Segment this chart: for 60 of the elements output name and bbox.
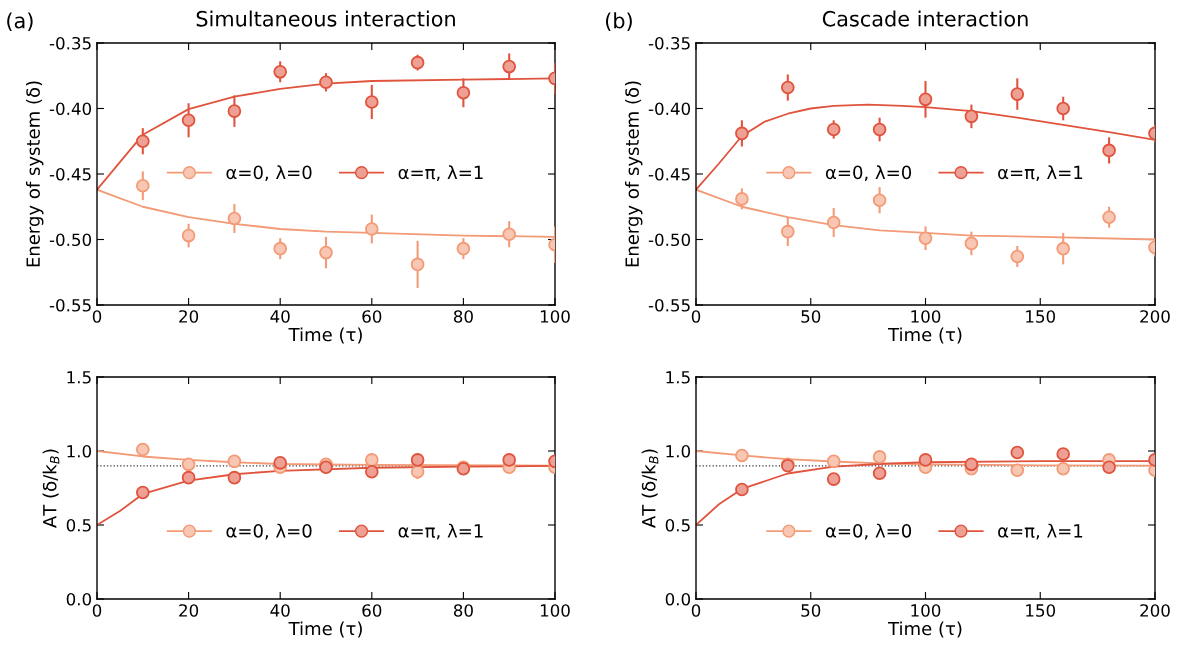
x-axis-title: Time (τ) bbox=[888, 327, 962, 344]
text: (b) bbox=[605, 12, 632, 31]
legend-label: α=0, λ=0 bbox=[825, 523, 912, 540]
y-tick-label: 1.0 bbox=[67, 444, 92, 458]
x-tick-label: 50 bbox=[801, 604, 821, 617]
legend-label: α=π, λ=1 bbox=[398, 165, 483, 182]
y-axis-title: AT (δ/k$_{B}$) bbox=[42, 449, 60, 528]
legend-label: α=π, λ=1 bbox=[998, 523, 1083, 540]
y-tick-label: -0.35 bbox=[648, 36, 690, 50]
y-tick-label: -0.55 bbox=[49, 298, 91, 312]
y-tick-label: -0.40 bbox=[648, 102, 691, 116]
x-tick-label: 0 bbox=[691, 310, 701, 323]
chart-title: Simultaneous interaction bbox=[196, 10, 455, 27]
x-axis-title: Time (τ) bbox=[288, 327, 362, 344]
y-tick-label: -0.40 bbox=[49, 102, 92, 116]
x-tick-label: 80 bbox=[453, 604, 473, 617]
legend-label: α=0, λ=0 bbox=[226, 165, 312, 182]
x-tick-label: 50 bbox=[801, 310, 821, 323]
x-tick-label: 100 bbox=[911, 604, 941, 617]
y-axis-title: Energy of system (δ) bbox=[624, 81, 643, 267]
x-tick-label: 60 bbox=[362, 604, 382, 617]
x-tick-label: 0 bbox=[92, 310, 102, 323]
x-tick-label: 60 bbox=[362, 310, 382, 323]
x-tick-label: 40 bbox=[270, 604, 290, 617]
legend-label: α=0, λ=0 bbox=[226, 523, 312, 540]
y-tick-label: -0.35 bbox=[49, 36, 91, 50]
x-tick-label: 150 bbox=[1026, 310, 1056, 323]
x-tick-label: 0 bbox=[691, 604, 701, 617]
x-tick-label: 100 bbox=[540, 310, 570, 323]
legend-label: α=0, λ=0 bbox=[825, 165, 912, 182]
legend-label: α=π, λ=1 bbox=[398, 523, 483, 540]
y-tick-label: 0.5 bbox=[665, 518, 690, 532]
x-tick-label: 0 bbox=[92, 604, 102, 617]
y-tick-label: 0.5 bbox=[66, 518, 91, 532]
x-tick-label: 150 bbox=[1026, 604, 1056, 617]
y-tick-label: 1.5 bbox=[67, 371, 91, 384]
x-tick-label: 20 bbox=[179, 604, 199, 617]
text: (a) bbox=[7, 12, 33, 31]
y-tick-label: -0.45 bbox=[648, 167, 690, 181]
x-tick-label: 100 bbox=[540, 604, 570, 617]
x-tick-label: 80 bbox=[453, 310, 473, 323]
y-tick-label: -0.50 bbox=[648, 233, 691, 247]
x-tick-label: 200 bbox=[1140, 604, 1170, 617]
legend-label: α=π, λ=1 bbox=[998, 165, 1083, 182]
y-tick-label: 0.0 bbox=[665, 592, 691, 606]
x-tick-label: 200 bbox=[1140, 310, 1170, 323]
x-tick-label: 40 bbox=[270, 310, 290, 323]
y-tick-label: 1.0 bbox=[666, 444, 691, 458]
x-tick-label: 20 bbox=[179, 310, 199, 323]
y-tick-label: 1.5 bbox=[666, 371, 690, 384]
y-tick-label: -0.45 bbox=[49, 167, 91, 181]
y-axis-title: AT (δ/k$_{B}$) bbox=[641, 449, 659, 528]
x-axis-title: Time (τ) bbox=[888, 621, 962, 638]
y-tick-label: -0.50 bbox=[49, 233, 92, 247]
x-tick-label: 100 bbox=[911, 310, 941, 323]
y-axis-title: Energy of system (δ) bbox=[25, 81, 44, 267]
x-axis-title: Time (τ) bbox=[288, 621, 362, 638]
y-tick-label: 0.0 bbox=[66, 592, 92, 606]
chart-title: Cascade interaction bbox=[822, 10, 1028, 27]
y-tick-label: -0.55 bbox=[648, 298, 690, 312]
